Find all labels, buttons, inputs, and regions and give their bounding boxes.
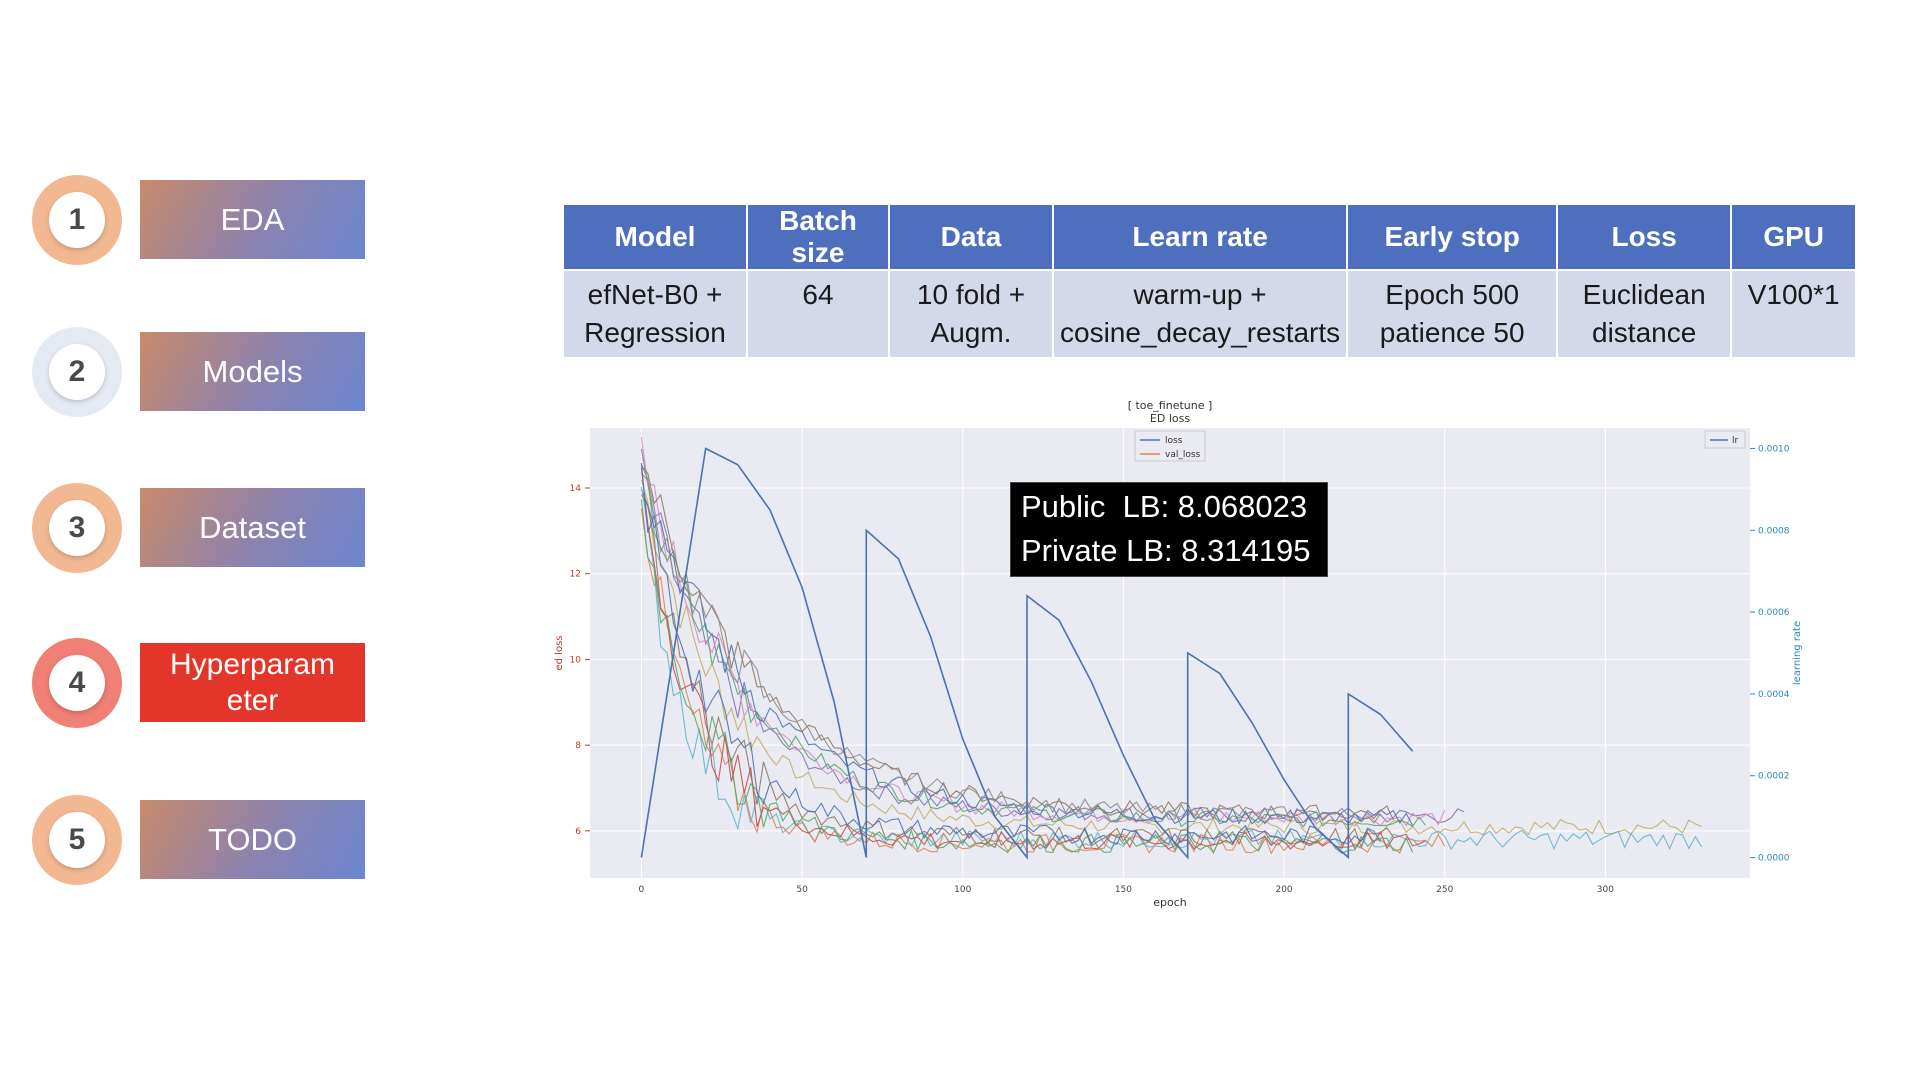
nav-item-models[interactable]: 2 Models	[32, 327, 367, 417]
legend-lr: lr	[1704, 430, 1746, 449]
step-number: 2	[49, 344, 105, 400]
chart-subtitle: ED loss	[1150, 412, 1190, 425]
step-number: 4	[49, 655, 105, 711]
step-number-ring: 2	[32, 327, 122, 417]
nav-item-eda[interactable]: 1 EDA	[32, 175, 367, 265]
chart-title: [ toe_finetune ]	[1128, 399, 1213, 412]
series-group	[640, 437, 1703, 860]
legend-label-val-loss: val_loss	[1165, 450, 1201, 460]
cell-batch-size: 64	[748, 269, 888, 357]
x-tick-label: 300	[1597, 885, 1614, 895]
nav-label-line: eter	[226, 683, 279, 717]
step-number-ring: 4	[32, 638, 122, 728]
x-axis-label: epoch	[1153, 896, 1187, 909]
nav-label-hyperparameter[interactable]: Hyperparam eter	[140, 643, 365, 722]
loss-series-line	[640, 465, 1394, 822]
cell-model: efNet-B0 + Regression	[564, 269, 746, 357]
x-tick-label: 150	[1115, 885, 1132, 895]
nav-item-dataset[interactable]: 3 Dataset	[32, 483, 367, 573]
y-tick-label: 10	[570, 655, 582, 665]
training-loss-chart: 0 50 100 150 200 250 300 6 8 10 12 14 0.0000 0.0002 0.…	[554, 399, 1803, 909]
header-learn-rate: Learn rate	[1054, 205, 1347, 269]
cell-line: patience 50	[1379, 316, 1525, 348]
cell-data: 10 fold + Augm.	[890, 269, 1052, 357]
header-data: Data	[890, 205, 1052, 269]
cell-gpu: V100*1	[1732, 269, 1856, 357]
cell-line: 10 fold +	[916, 279, 1026, 310]
y2-tick-label: 0.0004	[1758, 690, 1790, 700]
y2-tick-label: 0.0000	[1758, 854, 1790, 864]
step-number: 1	[49, 192, 105, 248]
header-model: Model	[564, 205, 746, 269]
header-batch-size: Batch size	[748, 205, 888, 269]
cell-line: Augm.	[930, 316, 1012, 348]
nav-item-todo[interactable]: 5 TODO	[32, 795, 367, 885]
nav-label-eda[interactable]: EDA	[140, 180, 365, 259]
legend-loss: loss val_loss	[1134, 430, 1206, 462]
nav-item-hyperparameter[interactable]: 4 Hyperparam eter	[32, 638, 367, 728]
y2-tick-label: 0.0006	[1758, 608, 1790, 618]
nav-label-models[interactable]: Models	[140, 332, 365, 411]
cell-line: Euclidean	[1582, 279, 1706, 310]
hyperparameter-table: Model Batch size Data Learn rate Early s…	[562, 205, 1857, 357]
nav-label-dataset[interactable]: Dataset	[140, 488, 365, 567]
y-tick-label: 6	[575, 827, 581, 837]
header-gpu: GPU	[1732, 205, 1856, 269]
x-tick-label: 0	[639, 885, 645, 895]
y2-tick-label: 0.0010	[1758, 444, 1790, 454]
public-lb-score: Public LB: 8.068023	[1021, 489, 1308, 524]
step-number: 5	[49, 812, 105, 868]
lr-series-line	[640, 447, 1414, 860]
y-tick-label: 8	[575, 741, 581, 751]
cell-line: Epoch 500	[1385, 279, 1520, 310]
y-axis-label: ed loss	[554, 636, 565, 671]
y-tick-label: 12	[570, 570, 581, 580]
cell-line: Regression	[584, 316, 726, 348]
cell-line: cosine_decay_restarts	[1060, 316, 1341, 348]
loss-series-line	[640, 437, 1446, 827]
step-number-ring: 3	[32, 483, 122, 573]
cell-learn-rate: warm-up + cosine_decay_restarts	[1054, 269, 1347, 357]
y-tick-label: 14	[570, 484, 582, 494]
cell-line: efNet-B0 +	[587, 279, 723, 310]
step-number-ring: 1	[32, 175, 122, 265]
header-loss: Loss	[1558, 205, 1731, 269]
val-loss-series-line	[640, 462, 1381, 845]
y2-axis-label: learning rate	[1792, 621, 1803, 685]
tick-labels: 0 50 100 150 200 250 300 6 8 10 12 14 0.0000 0.0002 0.…	[570, 444, 1790, 895]
table-header-row: Model Batch size Data Learn rate Early s…	[564, 205, 1856, 269]
legend-box	[1134, 430, 1206, 462]
legend-label-lr: lr	[1732, 436, 1739, 446]
legend-label-loss: loss	[1165, 436, 1183, 446]
x-tick-label: 100	[954, 885, 971, 895]
nav-label-todo[interactable]: TODO	[140, 800, 365, 879]
cell-line: V100*1	[1747, 279, 1840, 310]
loss-series-line	[640, 479, 1703, 836]
x-tick-label: 200	[1275, 885, 1292, 895]
val-loss-series-line	[640, 508, 1446, 855]
y2-tick-label: 0.0008	[1758, 526, 1790, 536]
y2-tick-label: 0.0002	[1758, 772, 1790, 782]
cell-line: warm-up +	[1133, 279, 1267, 310]
cell-line: distance	[1592, 316, 1697, 348]
cell-line: 64	[802, 279, 834, 310]
val-loss-series-line	[640, 494, 1394, 849]
private-lb-score: Private LB: 8.314195	[1021, 533, 1311, 568]
leaderboard-box: Public LB: 8.068023 Private LB: 8.314195	[1010, 482, 1328, 577]
step-number: 3	[49, 500, 105, 556]
x-tick-label: 50	[796, 885, 808, 895]
table-row: efNet-B0 + Regression 64 10 fold + Augm.…	[564, 269, 1856, 357]
header-early-stop: Early stop	[1348, 205, 1557, 269]
step-number-ring: 5	[32, 795, 122, 885]
val-loss-series-line	[640, 468, 1426, 851]
x-tick-label: 250	[1436, 885, 1453, 895]
cell-early-stop: Epoch 500 patience 50	[1348, 269, 1557, 357]
nav-label-line: Hyperparam	[169, 648, 336, 682]
loss-series-line	[640, 472, 1381, 824]
cell-loss: Euclidean distance	[1558, 269, 1731, 357]
